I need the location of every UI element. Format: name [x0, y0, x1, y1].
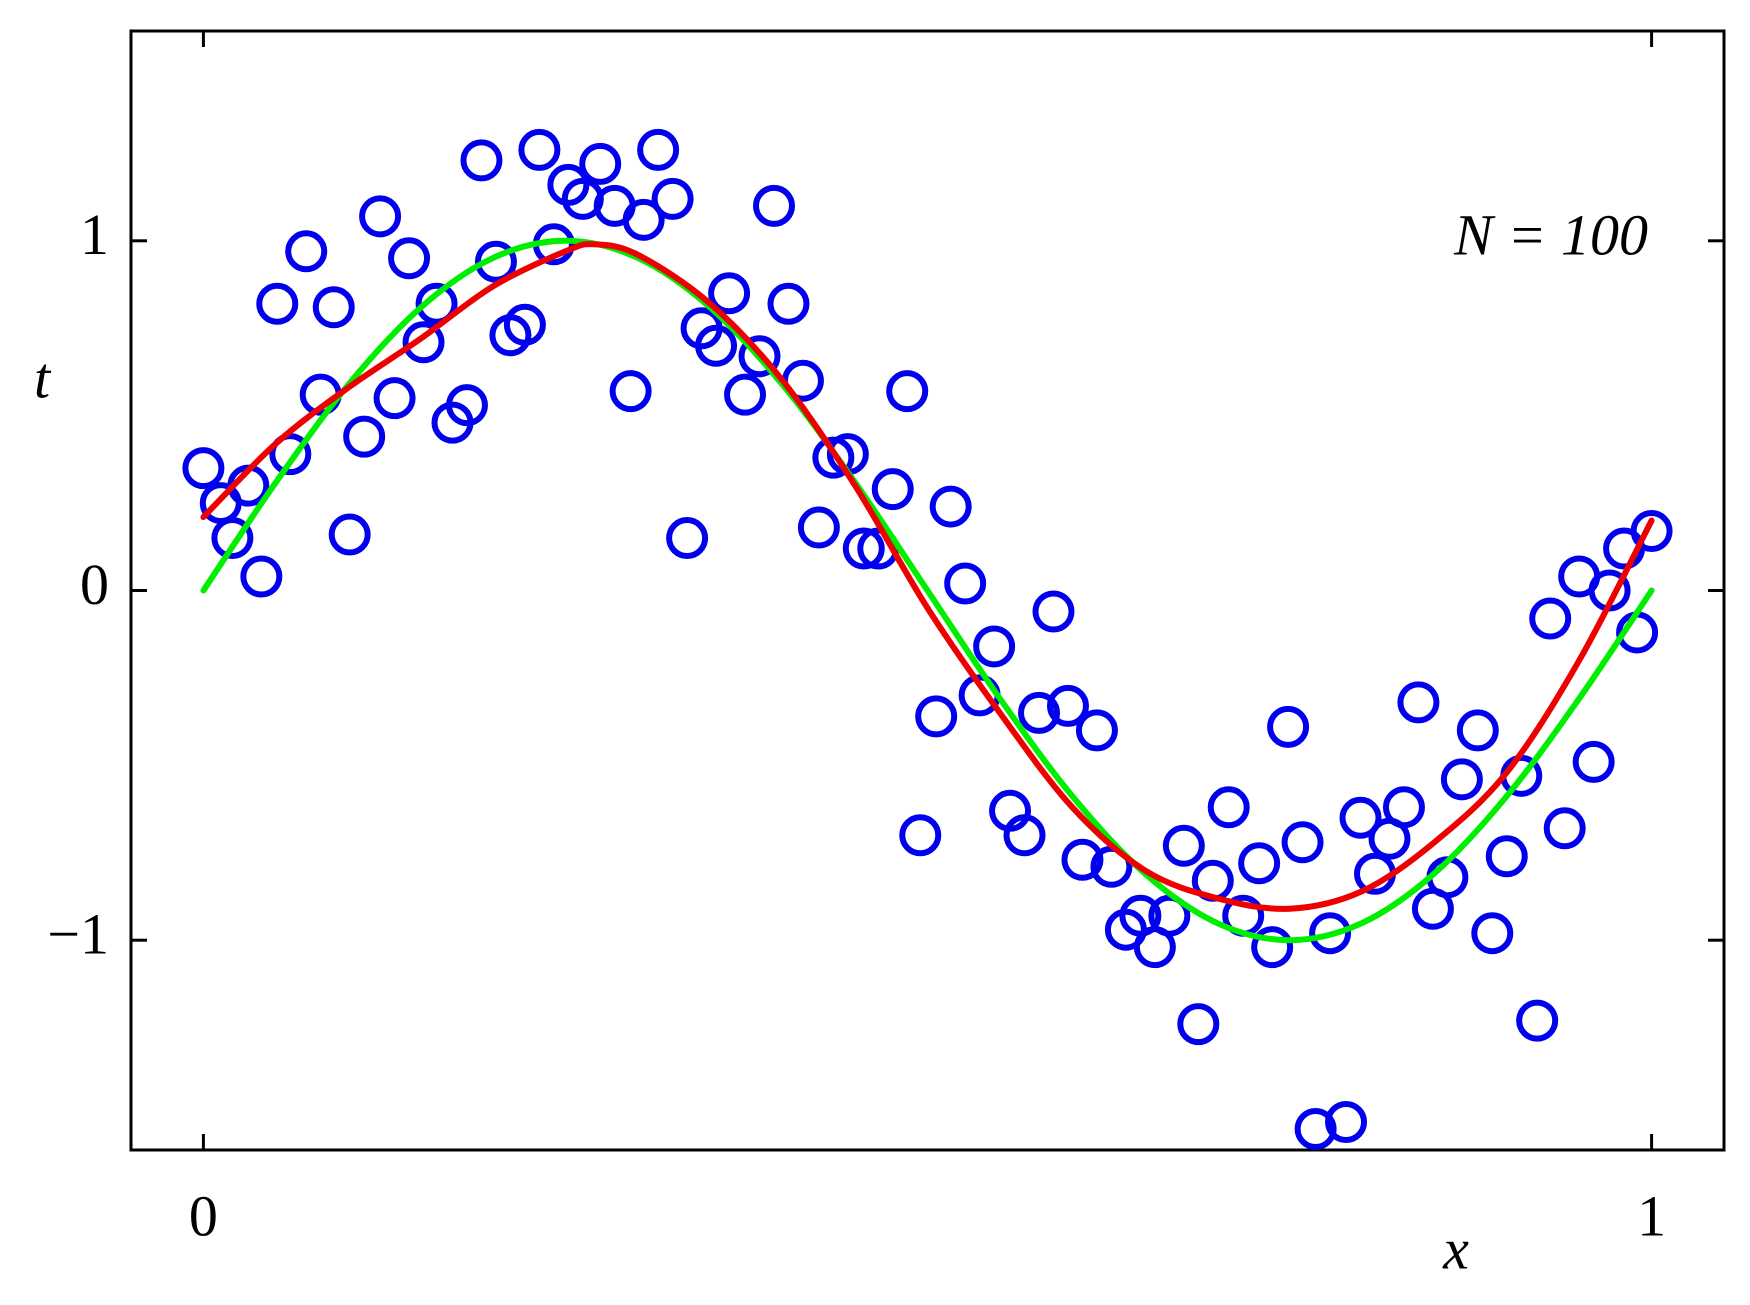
data-point: [899, 814, 942, 857]
data-point: [1543, 807, 1586, 850]
data-point: [1061, 838, 1104, 881]
data-point: [1294, 1108, 1337, 1151]
curve: [200, 241, 1655, 912]
data-point: [622, 198, 665, 241]
data-point: [474, 240, 517, 283]
data-point: [886, 370, 929, 413]
data-point: [666, 517, 709, 560]
y-tick-label: −1: [47, 902, 109, 967]
data-point: [1382, 786, 1425, 829]
data-point: [328, 513, 371, 556]
data-point: [651, 177, 694, 220]
data-point: [1207, 786, 1250, 829]
data-point: [373, 377, 416, 420]
data-point: [415, 282, 458, 325]
data-point: [797, 506, 840, 549]
data-point: [240, 555, 283, 598]
x-axis-label: x: [1442, 1216, 1469, 1281]
y-tick-label: 0: [80, 552, 109, 617]
data-point: [752, 184, 795, 227]
data-point: [1339, 796, 1382, 839]
data-point: [402, 321, 445, 364]
data-point: [1485, 835, 1528, 878]
data-point: [579, 142, 622, 185]
data-point: [359, 195, 402, 238]
data-point: [312, 286, 355, 329]
data-point: [460, 139, 503, 182]
y-tick-label: 1: [80, 202, 109, 267]
data-point: [285, 230, 328, 273]
data-point: [1162, 824, 1205, 867]
data-point: [708, 272, 751, 315]
data-point: [518, 128, 561, 171]
data-point: [1440, 758, 1483, 801]
data-point: [211, 517, 254, 560]
data-point: [1238, 842, 1281, 885]
y-axis-label: t: [34, 345, 52, 410]
data-point: [1529, 597, 1572, 640]
data-point: [1471, 912, 1514, 955]
data-point: [1251, 926, 1294, 969]
data-point: [738, 335, 781, 378]
data-point: [1397, 681, 1440, 724]
data-point: [767, 282, 810, 325]
data-point: [269, 433, 312, 476]
data-point: [1281, 821, 1324, 864]
data-point: [724, 373, 767, 416]
data-point: [1003, 814, 1046, 857]
x-tick-label: 1: [1637, 1183, 1666, 1248]
data-point: [1148, 894, 1191, 937]
data-point: [695, 324, 738, 367]
data-point: [1046, 684, 1089, 727]
annotation: N = 100: [1453, 202, 1648, 267]
data-point: [609, 370, 652, 413]
data-point: [842, 527, 885, 570]
data-point: [1267, 705, 1310, 748]
data-point: [944, 562, 987, 605]
data-point: [1516, 999, 1559, 1042]
data-point: [915, 695, 958, 738]
data-point: [1018, 691, 1061, 734]
data-point: [503, 303, 546, 346]
data-point: [929, 485, 972, 528]
data-point: [1309, 912, 1352, 955]
data-point: [1572, 740, 1615, 783]
x-tick-label: 0: [189, 1183, 218, 1248]
data-point: [973, 625, 1016, 668]
data-point: [343, 415, 386, 458]
data-point: [637, 128, 680, 171]
data-point: [182, 447, 225, 490]
data-point: [1630, 510, 1673, 553]
curve: [200, 237, 1655, 944]
data-point: [1032, 590, 1075, 633]
data-point: [547, 163, 590, 206]
data-point: [445, 384, 488, 427]
data-point: [1075, 709, 1118, 752]
data-point: [1177, 1003, 1220, 1046]
data-point: [1325, 1101, 1368, 1144]
data-point: [1456, 709, 1499, 752]
data-point: [871, 468, 914, 511]
data-point: [388, 237, 431, 280]
data-point: [256, 282, 299, 325]
